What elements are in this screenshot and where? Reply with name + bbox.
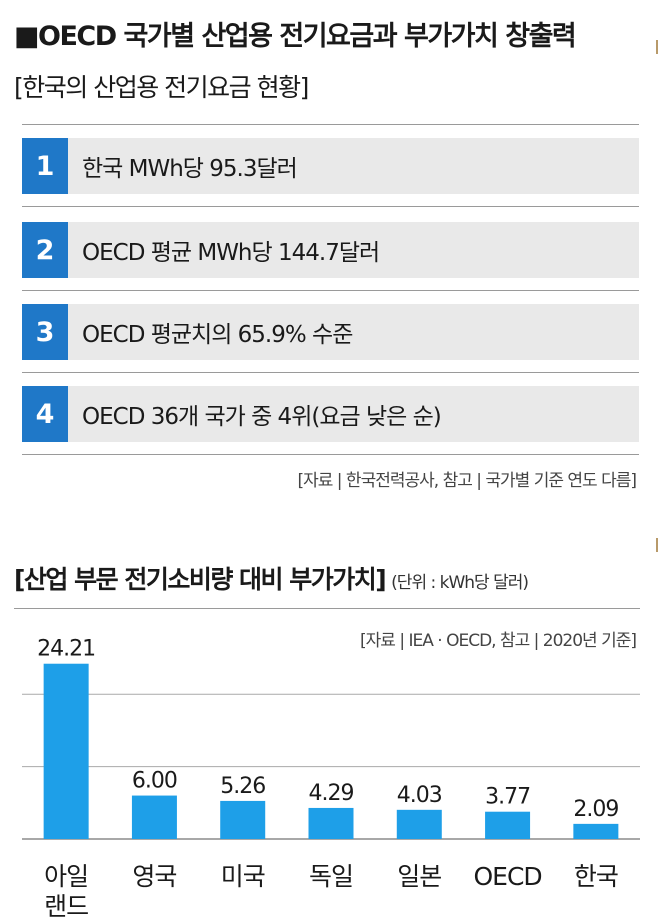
category-label: 아일: [44, 862, 88, 891]
sub-title: [한국의 산업용 전기요금 현황]: [14, 73, 309, 102]
data-label: 5.26: [220, 774, 265, 799]
chart-title: [산업 부문 전기소비량 대비 부가가치] (단위 : kWh당 달러): [14, 560, 529, 596]
category-label: 미국: [221, 862, 265, 891]
stat-text: 한국 MWh당 95.3달러: [82, 156, 298, 182]
divider: [22, 454, 639, 455]
stat-row-2: 2 OECD 평균 MWh당 144.7달러: [22, 222, 639, 278]
stat-text: OECD 평균 MWh당 144.7달러: [82, 240, 380, 266]
category-label: OECD: [473, 862, 541, 891]
main-title: ■OECD 국가별 산업용 전기요금과 부가가치 창출력: [14, 21, 577, 52]
category-label: 한국: [574, 862, 618, 891]
category-label: 랜드: [44, 892, 88, 921]
bar: [131, 795, 177, 839]
stat-row-4: 4 OECD 36개 국가 중 4위(요금 낮은 순): [22, 386, 639, 442]
stat-number: 1: [22, 138, 68, 194]
data-label: 6.00: [132, 769, 177, 794]
stat-number: 3: [22, 304, 68, 360]
chart-title-divider: [14, 608, 640, 609]
divider: [22, 124, 639, 125]
bar: [43, 663, 89, 839]
bar: [396, 809, 442, 839]
bar: [220, 800, 266, 839]
category-label: 일본: [397, 862, 441, 891]
edge-mark: [656, 538, 658, 552]
chart-source-note: [자료 | IEA · OECD, 참고 | 2020년 기준]: [360, 631, 637, 651]
divider: [22, 372, 639, 373]
bar: [308, 807, 354, 839]
divider: [22, 206, 639, 207]
stat-row-1: 1 한국 MWh당 95.3달러: [22, 138, 639, 194]
data-label: 4.29: [309, 781, 354, 806]
chart-title-text: [산업 부문 전기소비량 대비 부가가치]: [14, 565, 387, 594]
stat-row-3: 3 OECD 평균치의 65.9% 수준: [22, 304, 639, 360]
stat-number: 4: [22, 386, 68, 442]
category-label: 영국: [132, 862, 176, 891]
source-note: [자료 | 한국전력공사, 참고 | 국가별 기준 연도 다름]: [297, 471, 637, 491]
stat-text: OECD 평균치의 65.9% 수준: [82, 322, 353, 348]
data-label: 4.03: [397, 783, 442, 808]
edge-mark: [656, 40, 658, 54]
data-label: 24.21: [37, 637, 95, 662]
bar: [485, 811, 531, 839]
category-label: 독일: [309, 862, 353, 891]
divider: [22, 290, 639, 291]
chart-unit: (단위 : kWh당 달러): [391, 573, 529, 593]
stat-number: 2: [22, 222, 68, 278]
data-label: 3.77: [485, 785, 530, 810]
stat-text: OECD 36개 국가 중 4위(요금 낮은 순): [82, 404, 442, 430]
bar: [573, 823, 619, 839]
data-label: 2.09: [573, 797, 618, 822]
